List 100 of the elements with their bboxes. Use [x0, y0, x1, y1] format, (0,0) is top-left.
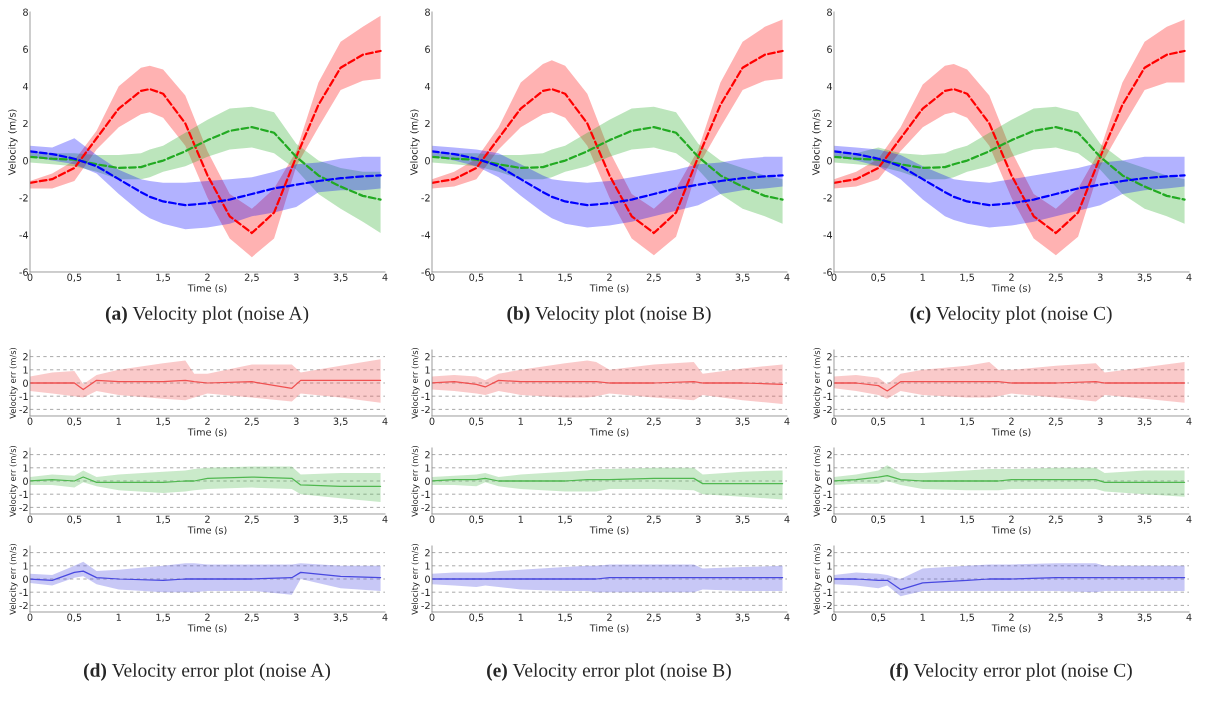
y-tick-label: 8 — [23, 8, 28, 16]
x-tick-label: 3 — [1097, 515, 1103, 523]
x-tick-label: 2 — [607, 613, 612, 621]
x-tick-label: 3 — [1097, 613, 1103, 621]
y-tick-label: -2 — [19, 194, 28, 202]
y-tick-label: 6 — [425, 45, 430, 53]
x-tick-label: 1,5 — [960, 273, 975, 282]
y-tick-label: 2 — [23, 353, 28, 361]
y-tick-label: 1 — [827, 366, 832, 374]
x-tick-label: 2,5 — [646, 417, 661, 426]
y-tick-label: 1 — [827, 562, 832, 570]
line-series — [30, 476, 382, 487]
line-series — [432, 126, 784, 201]
y-axis-title: Velocity (m/s) — [8, 109, 18, 176]
line-series — [30, 570, 382, 581]
y-tick-label: 0 — [23, 575, 28, 583]
y-tick-label: -2 — [823, 503, 832, 512]
y-tick-label: -2 — [19, 405, 28, 414]
x-tick-label: 0,5 — [871, 515, 886, 524]
text: (b) Velocity plot (noise B) — [507, 306, 711, 324]
y-tick-label: -2 — [421, 503, 430, 512]
y-axis-title: Velocity err (m/s) — [9, 347, 18, 419]
x-tick-label: 3,5 — [1137, 613, 1152, 622]
x-axis-title: Time (s) — [589, 284, 629, 293]
y-tick-label: 0 — [827, 157, 832, 165]
x-tick-label: 1,5 — [960, 417, 975, 426]
x-tick-label: 3 — [695, 273, 701, 281]
x-tick-label: 3,5 — [333, 515, 348, 524]
x-tick-label: 3,5 — [1137, 417, 1152, 426]
y-axis-title: Velocity err (m/s) — [411, 445, 420, 517]
y-tick-label: 8 — [827, 8, 832, 16]
x-tick-label: 4 — [382, 273, 388, 281]
x-axis-title: Time (s) — [991, 428, 1031, 437]
y-tick-label: -2 — [823, 601, 832, 610]
y-tick-label: -4 — [19, 231, 29, 239]
x-tick-label: 0,5 — [67, 515, 82, 524]
x-axis-title: Time (s) — [187, 526, 227, 535]
x-tick-label: 4 — [784, 613, 790, 621]
x-tick-label: 1,5 — [558, 613, 573, 622]
x-tick-label: 3,5 — [1137, 273, 1152, 282]
line-series — [432, 150, 784, 207]
y-tick-label: 2 — [827, 549, 832, 557]
line-series — [30, 126, 382, 201]
x-tick-label: 1 — [920, 613, 925, 621]
y-tick-label: -6 — [19, 268, 28, 276]
y-tick-label: 0 — [425, 575, 430, 583]
line-series — [432, 49, 784, 235]
x-tick-label: 4 — [1186, 417, 1192, 425]
x-tick-label: 3,5 — [333, 273, 348, 282]
x-tick-label: 1 — [920, 515, 925, 523]
x-tick-label: 3 — [293, 417, 299, 425]
y-axis-title: Velocity (m/s) — [812, 109, 822, 176]
x-tick-label: 3 — [1097, 417, 1103, 425]
x-tick-label: 2 — [1009, 417, 1014, 425]
x-tick-label: 1,5 — [558, 417, 573, 426]
y-axis-title: Velocity err (m/s) — [9, 445, 18, 517]
x-tick-label: 2,5 — [1048, 515, 1063, 524]
y-tick-label: 2 — [827, 353, 832, 361]
x-tick-label: 3,5 — [735, 273, 750, 282]
y-tick-label: 6 — [23, 45, 28, 53]
x-tick-label: 1,5 — [558, 515, 573, 524]
x-tick-label: 3,5 — [735, 515, 750, 524]
x-tick-label: 2 — [1009, 515, 1014, 523]
x-tick-label: 1,5 — [558, 273, 573, 282]
x-tick-label: 2,5 — [1048, 417, 1063, 426]
x-tick-label: 0,5 — [67, 417, 82, 426]
y-tick-label: 2 — [425, 119, 430, 128]
x-tick-label: 4 — [1186, 515, 1192, 523]
x-tick-label: 3,5 — [333, 613, 348, 622]
text: (d) Velocity error plot (noise A) — [83, 663, 331, 681]
y-axis-title: Velocity err (m/s) — [9, 543, 18, 615]
y-tick-label: -1 — [19, 490, 28, 498]
y-tick-label: -2 — [421, 601, 430, 610]
y-tick-label: -2 — [823, 194, 832, 202]
x-tick-label: 0,5 — [469, 417, 484, 426]
x-tick-label: 1,5 — [156, 613, 171, 622]
x-tick-label: 2 — [1009, 273, 1014, 281]
line-series — [432, 379, 784, 388]
x-tick-label: 3 — [293, 273, 299, 281]
x-tick-label: 2 — [205, 417, 210, 425]
y-axis-title: Velocity (m/s) — [410, 109, 420, 176]
y-tick-label: 0 — [23, 477, 28, 485]
y-tick-label: -1 — [19, 392, 28, 400]
x-tick-label: 3 — [695, 417, 701, 425]
x-tick-label: 2,5 — [244, 417, 259, 426]
x-tick-label: 1 — [116, 417, 121, 425]
y-tick-label: -6 — [823, 268, 832, 276]
x-tick-label: 2 — [205, 613, 210, 621]
y-tick-label: 1 — [425, 562, 430, 570]
x-tick-label: 0,5 — [871, 417, 886, 426]
x-tick-label: 2 — [607, 515, 612, 523]
y-tick-label: 1 — [23, 464, 28, 472]
x-tick-label: 3,5 — [735, 613, 750, 622]
y-axis-title: Velocity err (m/s) — [813, 543, 822, 615]
line-series — [30, 150, 382, 207]
y-tick-label: -4 — [823, 231, 833, 239]
line-series — [834, 577, 1186, 591]
x-tick-label: 0,5 — [67, 273, 82, 282]
x-tick-label: 0,5 — [871, 273, 886, 282]
x-tick-label: 1,5 — [960, 613, 975, 622]
